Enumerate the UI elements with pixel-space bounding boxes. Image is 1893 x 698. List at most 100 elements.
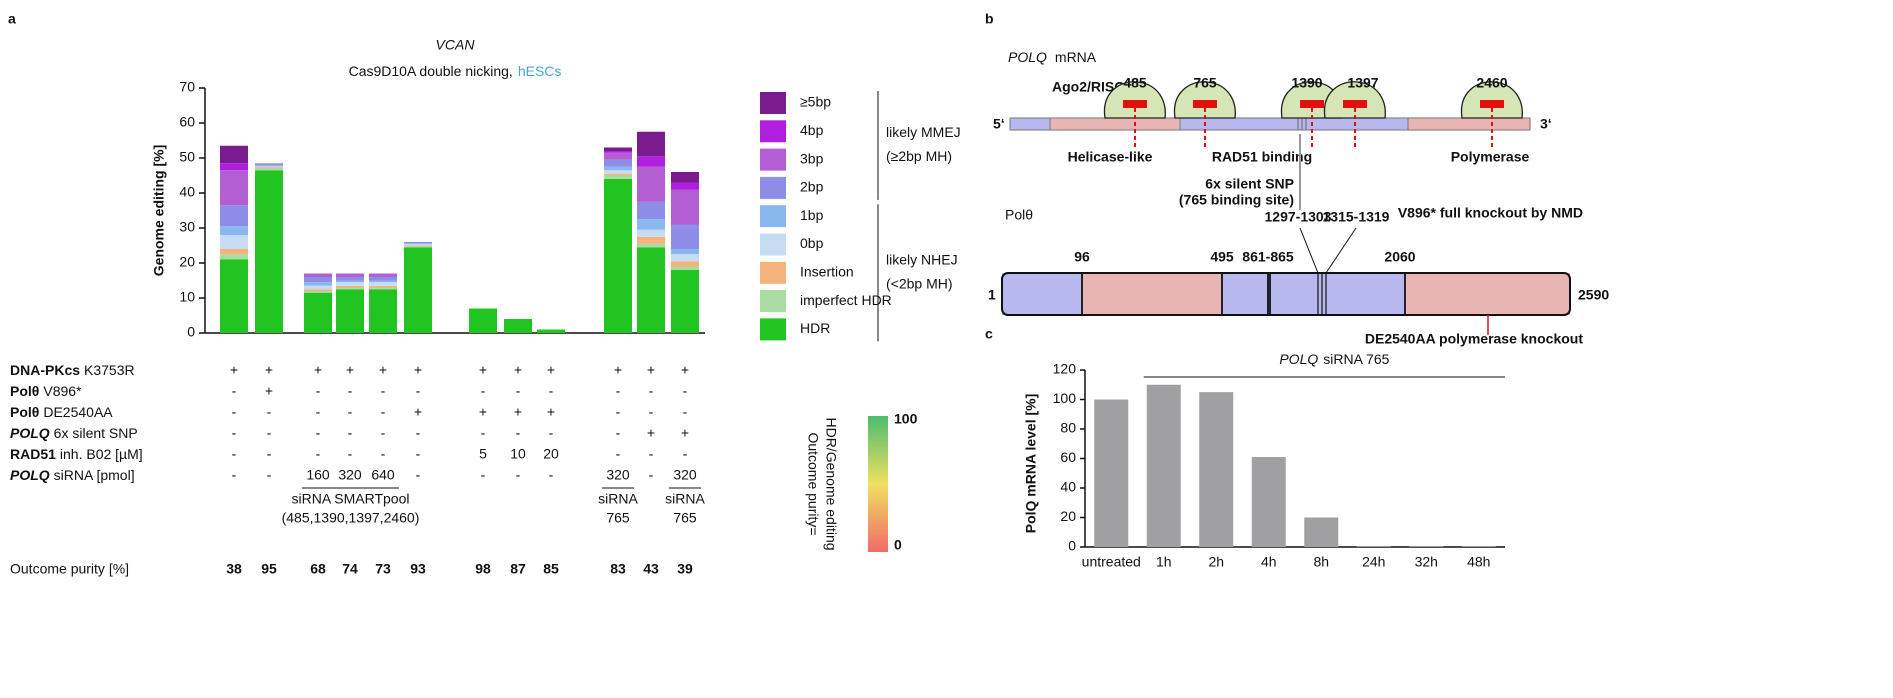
legend-swatch (760, 261, 786, 284)
position-label: 96 (1074, 249, 1090, 265)
condition-value: + (265, 383, 273, 399)
site-mark (1193, 100, 1217, 108)
knockout-label: V896* full knockout by NMD (1398, 205, 1583, 221)
note-text: (485,1390,1397,2460) (282, 510, 420, 526)
bar (1304, 517, 1339, 547)
y-tick-label: 20 (1060, 508, 1076, 524)
x-tick-label: 48h (1467, 554, 1490, 570)
condition-value: + (547, 362, 555, 378)
subtitle-part: hESCs (518, 63, 562, 79)
y-tick-label: 60 (1060, 449, 1076, 465)
condition-detail: siRNA [pmol] (54, 467, 135, 483)
site-number: 1390 (1291, 75, 1322, 91)
bar-segment (220, 145, 248, 164)
x-tick-label: 8h (1313, 554, 1329, 570)
bar-segment (604, 170, 632, 174)
bar (1094, 399, 1129, 547)
subtitle-part: Cas9D10A double nicking, (349, 63, 513, 79)
y-axis-label: Genome editing [%] (151, 145, 167, 276)
bar-segment (404, 246, 432, 248)
condition-value: - (348, 446, 353, 462)
bar-segment (604, 173, 632, 176)
bar-segment (304, 273, 332, 277)
x-tick-label: 24h (1362, 554, 1385, 570)
bar-segment (671, 261, 699, 267)
condition-value: - (232, 467, 237, 483)
condition-value: - (516, 383, 521, 399)
x-tick-label: 1h (1156, 554, 1172, 570)
bar-segment (255, 166, 283, 168)
bar-segment (637, 229, 665, 237)
condition-value: - (649, 446, 654, 462)
condition-value: - (232, 383, 237, 399)
x-tick-label: 2h (1208, 554, 1224, 570)
condition-value: + (479, 404, 487, 420)
bar-segment (255, 168, 283, 171)
bar (1409, 546, 1444, 547)
purity-value: 43 (643, 561, 659, 577)
bar-segment (404, 242, 432, 244)
bar-segment (604, 151, 632, 153)
protein-outline (1001, 272, 1571, 316)
bar-segment (304, 289, 332, 291)
condition-value: - (516, 425, 521, 441)
bar-segment (404, 247, 432, 333)
site-number: 2460 (1476, 75, 1507, 91)
mrna-title: POLQ mRNA (1008, 49, 1097, 65)
legend-swatch (760, 120, 786, 143)
chart-title: VCAN (436, 37, 476, 53)
protein-segment (1222, 273, 1405, 315)
mrna-segment (1179, 117, 1409, 131)
legend-group-label: likely MMEJ (886, 124, 961, 140)
condition-value: + (414, 404, 422, 420)
bar (1199, 392, 1234, 547)
condition-detail: DE2540AA (43, 404, 113, 420)
mrna-segment (1407, 117, 1531, 131)
bar-segment (220, 259, 248, 333)
bar-segment (671, 266, 699, 270)
position-label: 2060 (1384, 249, 1415, 265)
note-text: siRNA (665, 491, 705, 507)
condition-detail: inh. B02 [µM] (60, 446, 143, 462)
bar-segment (369, 280, 397, 283)
condition-value: - (481, 425, 486, 441)
purity-value: 38 (226, 561, 242, 577)
condition-value: - (649, 383, 654, 399)
y-tick-label: 40 (179, 184, 195, 200)
y-tick-label: 10 (179, 289, 195, 305)
bar-segment (369, 289, 397, 333)
condition-value: + (414, 362, 422, 378)
bar-segment (537, 329, 565, 333)
legend-swatch (760, 148, 786, 171)
colorbar-max: 100 (894, 411, 918, 427)
condition-value: - (316, 383, 321, 399)
annotation: POLQ siRNA 765 (1279, 351, 1389, 367)
bar-segment (637, 219, 665, 230)
domain-label: RAD51 binding (1212, 149, 1312, 165)
condition-value: + (547, 404, 555, 420)
bar-segment (304, 285, 332, 290)
position-label: 1297-1303 (1265, 209, 1332, 225)
bar-segment (637, 131, 665, 157)
condition-value: - (683, 446, 688, 462)
legend-swatch (760, 205, 786, 228)
condition-value: - (267, 404, 272, 420)
colorbar (868, 416, 888, 552)
x-tick-label: untreated (1082, 554, 1141, 570)
risc-blob (1103, 81, 1166, 119)
legend-swatch (760, 318, 786, 341)
bar-segment (637, 247, 665, 333)
note-text: 765 (673, 510, 697, 526)
legend-swatch (760, 176, 786, 199)
chart-subtitle: Cas9D10A double nicking, hESCs (349, 63, 562, 79)
mrna-segment (1009, 117, 1051, 131)
condition-label: POLQ 6x silent SNP (10, 425, 138, 441)
condition-value: + (647, 362, 655, 378)
condition-value: + (681, 425, 689, 441)
gene: POLQ (1008, 49, 1047, 65)
bar-segment (604, 147, 632, 151)
bar-segment (637, 156, 665, 167)
purity-value: 85 (543, 561, 559, 577)
condition-value: - (649, 467, 654, 483)
condition-gene: RAD51 (10, 446, 56, 462)
